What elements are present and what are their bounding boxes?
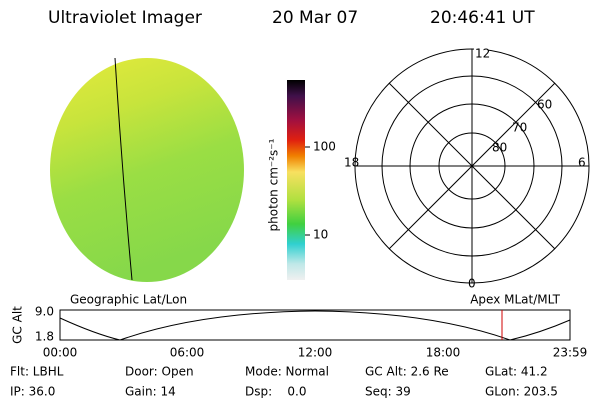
orbit-curve (59, 310, 571, 341)
colorbar-scale (287, 80, 305, 280)
orbit-plot: Geographic Lat/Lon Apex MLat/MLT GC Alt … (11, 293, 588, 360)
date: 20 Mar 07 (272, 8, 358, 28)
info-field: Flt: LBHL (10, 365, 64, 379)
mlt-label: 6 (578, 156, 586, 170)
lat-label: 80 (492, 141, 507, 155)
uv-image (50, 57, 244, 282)
orbit-y-tick: 9.0 (35, 305, 54, 319)
mlt-label: 0 (468, 277, 476, 291)
colorbar-label: photon cm⁻²s⁻¹ (267, 138, 281, 231)
mlt-label: 12 (475, 47, 490, 61)
info-field: Gain: 14 (125, 385, 176, 399)
mlt-line (388, 82, 556, 250)
meridian-line (114, 57, 133, 281)
info-field: GLon: 203.5 (485, 385, 558, 399)
orbit-x-tick: 23:59 (553, 346, 588, 360)
orbit-x-tick: 12:00 (298, 346, 333, 360)
orbit-left-label: Geographic Lat/Lon (70, 293, 187, 307)
lat-label: 60 (537, 98, 552, 112)
orbit-x-tick: 06:00 (170, 346, 205, 360)
orbit-y-label: GC Alt (11, 306, 25, 344)
polar-grid: 12 18 6 0 60 70 80 (344, 46, 590, 291)
label-bg (474, 46, 488, 60)
orbit-frame (59, 309, 571, 341)
lat-label: 70 (512, 121, 527, 135)
colorbar-tick-label: 10 (313, 228, 328, 242)
info-table: Flt: LBHL Door: Open Mode: Normal GC Alt: 2… (10, 365, 558, 399)
header: Ultraviolet Imager 20 Mar 07 20:46:41 UT (48, 8, 535, 28)
time: 20:46:41 UT (430, 8, 535, 28)
earth-disk (50, 58, 244, 282)
info-field: IP: 36.0 (10, 385, 55, 399)
colorbar: 100 10 photon cm⁻²s⁻¹ (267, 80, 336, 280)
info-field: Mode: Normal (245, 365, 329, 379)
colorbar-tick-label: 100 (313, 140, 336, 154)
info-field: GLat: 41.2 (485, 365, 548, 379)
orbit-x-tick: 18:00 (426, 346, 461, 360)
orbit-y-tick: 1.8 (35, 330, 54, 344)
info-field: Door: Open (125, 365, 194, 379)
title: Ultraviolet Imager (48, 8, 202, 28)
info-field: Seq: 39 (365, 385, 411, 399)
info-field: GC Alt: 2.6 Re (365, 365, 449, 379)
orbit-x-tick: 00:00 (43, 346, 78, 360)
mlt-label: 18 (344, 156, 359, 170)
info-field: Dsp: 0.0 (245, 385, 307, 399)
orbit-right-label: Apex MLat/MLT (470, 293, 560, 307)
